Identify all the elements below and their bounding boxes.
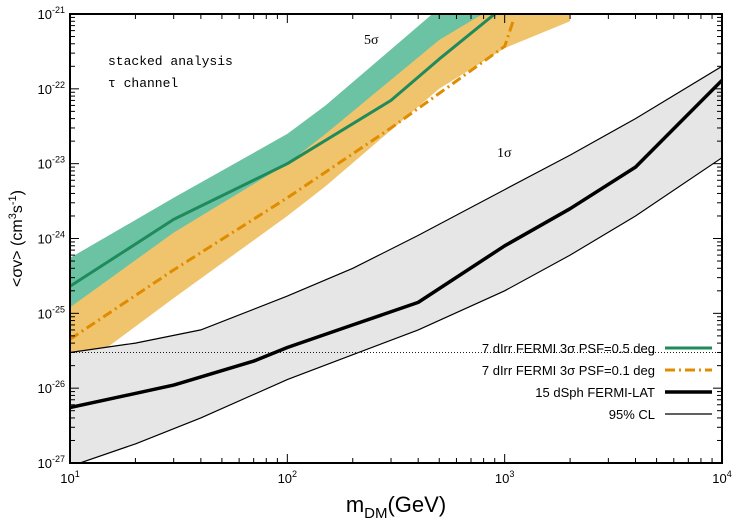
x-axis-title: mDM(GeV) <box>346 492 446 522</box>
y-axis-title: <σv> (cm3s-1) <box>7 190 26 287</box>
y-tick-label: 10-24 <box>38 230 65 247</box>
annotation-1sigma: 1σ <box>497 146 512 161</box>
annotation-stacked: stacked analysis <box>108 54 233 69</box>
data-series <box>70 14 722 410</box>
plot-frame <box>69 13 723 464</box>
x-tick-label: 104 <box>712 469 731 486</box>
annotation-channel: τ channel <box>108 76 178 91</box>
y-tick-label: 10-23 <box>38 155 65 172</box>
series-line-0 <box>70 14 496 288</box>
series-line-1 <box>70 18 516 341</box>
y-tick-label: 10-26 <box>38 379 65 396</box>
y-tick-label: 10-21 <box>38 5 65 22</box>
band-2 <box>70 66 722 463</box>
y-tick-label: 10-25 <box>38 304 65 321</box>
x-tick-label: 103 <box>495 469 514 486</box>
y-tick-label: 10-22 <box>38 80 65 97</box>
y-tick-label: 10-27 <box>38 454 65 471</box>
confidence-bands <box>70 14 722 463</box>
x-tick-label: 102 <box>278 469 297 486</box>
axis-labels: 101 102 103 104 10-21 10-22 10-23 10-24 10-25 10-… <box>7 5 732 522</box>
legend-label-0: 7 dIrr FERMI 3σ PSF=0.5 deg <box>482 341 655 356</box>
legend-label-3: 95% CL <box>609 407 655 422</box>
legend: 7 dIrr FERMI 3σ PSF=0.5 deg 7 dIrr FERMI … <box>482 341 712 422</box>
cl-95-upper-line <box>70 65 722 354</box>
cl-95-lower-line <box>78 157 722 463</box>
legend-label-2: 15 dSph FERMI-LAT <box>535 385 655 400</box>
x-tick-label: 101 <box>60 469 79 486</box>
series-line-2 <box>70 79 722 410</box>
annotation-5sigma: 5σ <box>364 33 379 48</box>
legend-label-1: 7 dIrr FERMI 3σ PSF=0.1 deg <box>482 363 655 378</box>
